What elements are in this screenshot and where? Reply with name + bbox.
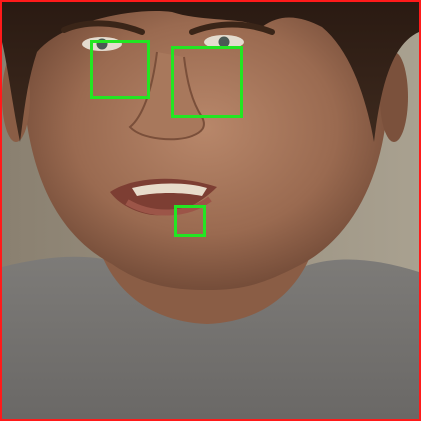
- lower-lip-region-box: [174, 205, 206, 237]
- lower-lip: [125, 196, 212, 216]
- right-eye-region-box: [171, 46, 243, 118]
- left-eye-region-box: [90, 40, 150, 99]
- teeth: [132, 183, 207, 196]
- hair: [2, 2, 419, 142]
- gray-t-shirt: [2, 256, 419, 419]
- left-eyebrow: [61, 20, 145, 35]
- right-eyebrow: [189, 21, 275, 35]
- right-iris: [218, 36, 230, 48]
- face: [21, 2, 388, 290]
